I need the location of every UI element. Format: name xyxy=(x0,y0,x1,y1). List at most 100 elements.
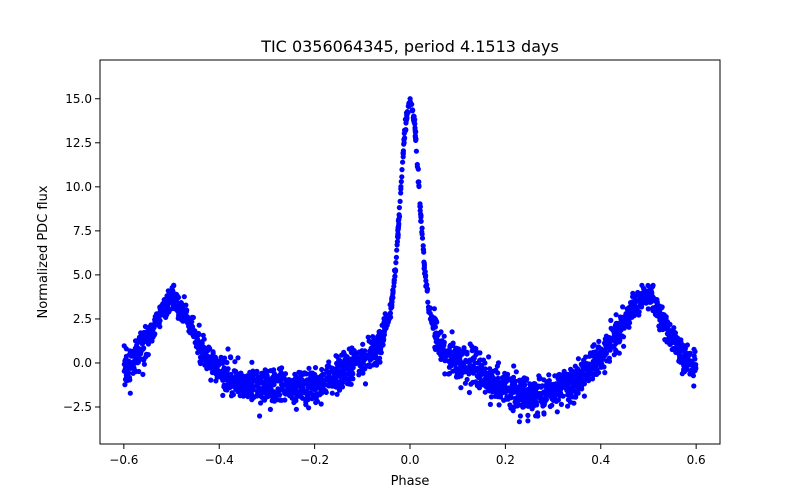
data-point xyxy=(274,378,281,384)
data-point xyxy=(416,183,422,189)
data-point xyxy=(126,361,132,367)
data-point xyxy=(345,371,351,377)
data-point xyxy=(336,357,342,363)
data-point xyxy=(398,190,404,196)
data-point xyxy=(657,310,663,316)
data-point xyxy=(691,353,697,359)
data-point xyxy=(395,232,401,238)
data-point xyxy=(339,384,346,390)
data-point xyxy=(541,410,547,416)
data-point xyxy=(466,365,472,371)
data-point xyxy=(561,379,567,385)
data-point xyxy=(191,328,197,334)
data-point xyxy=(163,309,169,315)
data-point xyxy=(500,385,506,391)
data-point xyxy=(547,381,553,387)
x-tick-label: −0.6 xyxy=(109,453,138,467)
data-point xyxy=(329,390,335,396)
data-point xyxy=(496,392,502,398)
data-point xyxy=(438,329,444,335)
data-point xyxy=(348,349,354,356)
data-point xyxy=(527,381,533,387)
data-point xyxy=(576,371,582,377)
data-point xyxy=(232,375,238,381)
data-point xyxy=(511,389,518,395)
data-point xyxy=(279,365,285,371)
data-point xyxy=(362,356,368,362)
data-point xyxy=(489,373,495,380)
data-point xyxy=(293,391,299,397)
data-point xyxy=(645,306,651,312)
data-point xyxy=(637,292,643,298)
data-point xyxy=(409,108,416,114)
data-point xyxy=(393,254,399,260)
data-point xyxy=(509,376,515,382)
data-point xyxy=(558,401,565,407)
data-point xyxy=(620,304,626,310)
data-point xyxy=(561,384,568,390)
data-point xyxy=(658,315,664,321)
data-point xyxy=(414,161,420,168)
data-point xyxy=(239,386,245,392)
data-point xyxy=(318,401,324,407)
data-point xyxy=(500,377,506,383)
data-point xyxy=(436,342,442,348)
data-point xyxy=(673,349,679,355)
data-point xyxy=(610,327,616,333)
data-point xyxy=(513,378,519,384)
data-point xyxy=(130,350,136,356)
data-point xyxy=(419,235,426,241)
data-point xyxy=(581,357,587,363)
data-point xyxy=(392,267,398,273)
data-point xyxy=(446,349,453,355)
data-point xyxy=(286,382,292,388)
data-point xyxy=(529,402,535,408)
data-point xyxy=(668,336,674,342)
data-point xyxy=(518,388,525,394)
data-point xyxy=(391,277,397,284)
data-point xyxy=(533,413,539,419)
data-point xyxy=(262,385,268,391)
data-point xyxy=(430,325,436,331)
data-point xyxy=(467,341,473,347)
data-point xyxy=(398,179,404,185)
data-point xyxy=(554,409,560,415)
data-point xyxy=(608,336,614,342)
data-point xyxy=(405,103,411,109)
data-point xyxy=(531,381,537,387)
chart-title: TIC 0356064345, period 4.1513 days xyxy=(260,37,559,56)
data-point xyxy=(484,377,490,383)
data-point xyxy=(482,389,488,395)
y-tick-label: 10.0 xyxy=(65,180,92,194)
data-point xyxy=(305,385,311,391)
data-point xyxy=(334,391,340,397)
data-point xyxy=(277,392,283,398)
data-point xyxy=(458,385,464,391)
data-point xyxy=(233,385,239,391)
plot-frame xyxy=(99,59,721,445)
data-point xyxy=(533,388,539,394)
data-point xyxy=(549,396,555,402)
data-point xyxy=(326,376,332,382)
data-point xyxy=(343,366,349,372)
data-point xyxy=(676,356,683,363)
data-point xyxy=(594,352,600,358)
data-point xyxy=(561,370,567,377)
data-point xyxy=(421,260,427,266)
data-point xyxy=(250,374,256,380)
data-point xyxy=(685,362,691,369)
data-point xyxy=(390,287,396,293)
data-point xyxy=(298,372,305,378)
data-point xyxy=(518,384,524,390)
y-tick-label: 2.5 xyxy=(73,312,92,326)
data-point xyxy=(447,363,453,370)
data-point xyxy=(393,260,399,266)
data-point xyxy=(578,383,585,390)
data-point xyxy=(423,283,429,289)
data-point xyxy=(614,349,620,355)
data-point xyxy=(221,371,227,377)
data-point xyxy=(400,151,406,157)
data-point xyxy=(381,332,387,338)
data-point xyxy=(122,382,128,388)
data-point xyxy=(568,366,574,372)
